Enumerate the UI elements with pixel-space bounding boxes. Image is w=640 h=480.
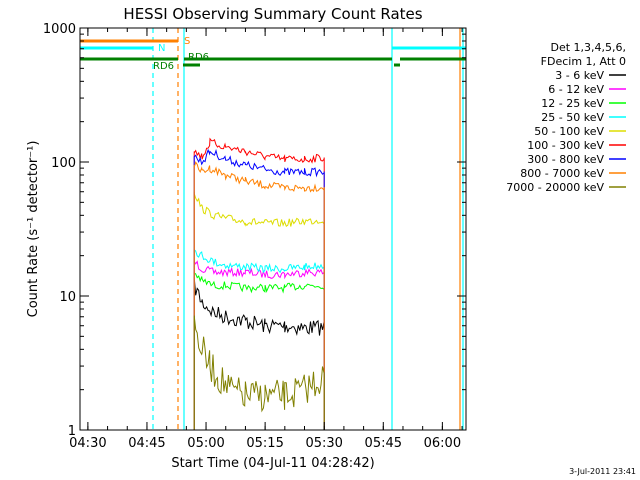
legend-header-line1: Det 1,3,4,5,6, bbox=[550, 41, 626, 54]
x-tick-label: 04:45 bbox=[128, 436, 165, 451]
footer-date: 3-Jul-2011 23:41 bbox=[569, 467, 636, 476]
legend-label: 25 - 50 keV bbox=[541, 111, 604, 124]
series-line bbox=[193, 191, 325, 430]
flag-label: RD6 bbox=[153, 61, 174, 72]
series-line bbox=[193, 277, 325, 430]
legend-label: 7000 - 20000 keV bbox=[506, 181, 604, 194]
x-tick-label: 05:45 bbox=[365, 436, 402, 451]
legend-label: 3 - 6 keV bbox=[555, 69, 604, 82]
y-tick-label: 10 bbox=[59, 290, 76, 305]
series-line bbox=[193, 248, 325, 430]
flag-label: RD6 bbox=[188, 52, 209, 63]
flag-label: S bbox=[184, 36, 190, 47]
series-line bbox=[193, 161, 325, 430]
y-tick-label: 1000 bbox=[43, 22, 76, 37]
flag-label: N bbox=[158, 43, 165, 54]
legend-label: 300 - 800 keV bbox=[527, 153, 604, 166]
legend-label: 50 - 100 keV bbox=[534, 125, 604, 138]
legend-label: 12 - 25 keV bbox=[541, 97, 604, 110]
x-axis-label: Start Time (04-Jul-11 04:28:42) bbox=[171, 456, 374, 471]
legend-label: 6 - 12 keV bbox=[548, 83, 604, 96]
x-tick-label: 05:00 bbox=[187, 436, 224, 451]
legend-label: 100 - 300 keV bbox=[527, 139, 604, 152]
series-line bbox=[193, 315, 325, 430]
legend-label: 800 - 7000 keV bbox=[520, 167, 604, 180]
chart-title: HESSI Observing Summary Count Rates bbox=[123, 5, 422, 23]
x-tick-label: 05:30 bbox=[305, 436, 342, 451]
legend-header-line2: FDecim 1, Att 0 bbox=[541, 55, 626, 68]
x-tick-label: 06:00 bbox=[424, 436, 461, 451]
series-line bbox=[193, 148, 325, 430]
plot-frame bbox=[79, 27, 467, 431]
series-line bbox=[193, 137, 325, 430]
y-axis-label: Count Rate (s⁻¹ detector⁻¹) bbox=[26, 141, 41, 318]
series-line bbox=[193, 272, 325, 430]
x-tick-label: 05:15 bbox=[246, 436, 283, 451]
y-tick-label: 1 bbox=[68, 424, 76, 439]
y-tick-label: 100 bbox=[51, 156, 76, 171]
x-tick-label: 04:30 bbox=[69, 436, 106, 451]
